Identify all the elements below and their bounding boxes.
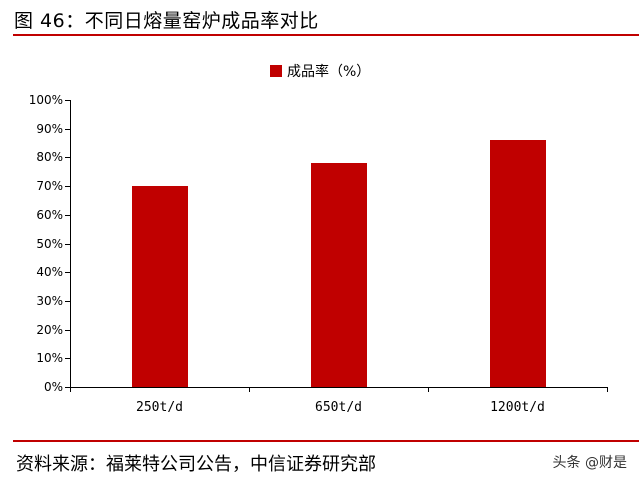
y-tick-label: 90% xyxy=(36,121,63,136)
x-tick xyxy=(249,387,250,392)
x-tick xyxy=(607,387,608,392)
bar-650t/d xyxy=(310,163,367,387)
x-tick xyxy=(428,387,429,392)
y-tick-label: 20% xyxy=(36,322,63,337)
bar-1200t/d xyxy=(489,140,546,387)
plot-area: 0% 10% 20% 30% 40% 50% 60% 70% 80% 90% 100% 250t/d 6… xyxy=(28,93,608,415)
y-tick-label: 70% xyxy=(36,179,63,194)
source-divider xyxy=(13,440,639,442)
y-tick xyxy=(65,243,70,245)
y-tick-label: 10% xyxy=(36,351,63,366)
y-tick-label: 0% xyxy=(43,380,63,394)
y-tick-label: 40% xyxy=(36,265,63,280)
bar-250t/d xyxy=(131,186,188,387)
y-tick xyxy=(65,358,70,360)
x-tick-label: 650t/d xyxy=(315,400,362,415)
legend-label: 成品率（%） xyxy=(287,64,371,80)
y-axis xyxy=(70,100,71,388)
y-tick-label: 80% xyxy=(36,150,63,165)
chart-title: 图 46：不同日熔量窑炉成品率对比 xyxy=(14,10,319,32)
x-tick-label: 1200t/d xyxy=(490,400,545,415)
y-tick xyxy=(65,272,70,274)
y-tick xyxy=(65,214,70,216)
y-tick xyxy=(65,186,70,188)
legend-swatch-icon xyxy=(270,65,282,77)
watermark: 头条 @财是 xyxy=(552,455,627,471)
x-tick xyxy=(70,387,71,392)
x-axis xyxy=(70,387,608,388)
x-tick-label: 250t/d xyxy=(136,400,183,415)
y-tick xyxy=(65,329,70,331)
y-tick-label: 60% xyxy=(36,207,63,222)
y-tick xyxy=(65,157,70,159)
y-tick-label: 30% xyxy=(36,293,63,308)
title-divider xyxy=(13,34,639,36)
y-tick xyxy=(65,387,70,388)
y-tick xyxy=(65,300,70,302)
legend: 成品率（%） xyxy=(270,61,370,81)
y-tick xyxy=(65,128,70,130)
y-tick-label: 100% xyxy=(28,93,63,107)
y-tick-label: 50% xyxy=(36,236,63,251)
y-tick xyxy=(65,100,70,101)
source-note: 资料来源：福莱特公司公告，中信证券研究部 xyxy=(16,454,376,475)
